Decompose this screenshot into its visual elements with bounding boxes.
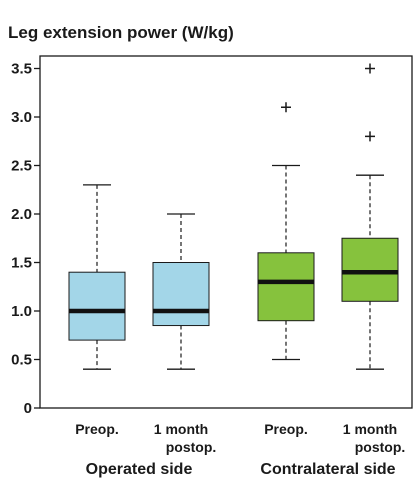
y-tick-label: 3.0 [11, 109, 32, 126]
outlier-point [281, 102, 291, 113]
box-4 [341, 63, 399, 370]
iqr-box [152, 262, 210, 327]
x-category-label: 1 month [343, 421, 397, 437]
iqr-box [341, 237, 399, 302]
iqr-box [257, 252, 315, 322]
x-category-label: postop. [355, 439, 406, 455]
chart-title: Leg extension power (W/kg) [8, 23, 234, 42]
iqr-box [68, 271, 126, 341]
plot-frame [39, 55, 413, 409]
box-series [68, 63, 399, 370]
x-axis-labels: Preop. 1 month postop. Preop. 1 month postop.… [75, 421, 405, 478]
x-category-label: 1 month [154, 421, 208, 437]
y-tick-label: 0.5 [11, 352, 32, 369]
box-1 [68, 184, 126, 370]
box-2 [152, 213, 210, 370]
group-label: Contralateral side [260, 461, 395, 478]
y-tick-label: 3.5 [11, 61, 32, 78]
group-label: Operated side [86, 461, 193, 478]
x-category-label: postop. [166, 439, 217, 455]
outlier-point [365, 131, 375, 142]
y-tick-label: 1.0 [11, 303, 32, 320]
x-category-label: Preop. [75, 421, 119, 437]
y-tick-label: 2.5 [11, 158, 32, 175]
y-axis: 0 0.5 1.0 1.5 2.0 2.5 3.0 3.5 [11, 61, 40, 417]
y-tick-label: 2.0 [11, 206, 32, 223]
x-category-label: Preop. [264, 421, 308, 437]
y-tick-label: 1.5 [11, 255, 32, 272]
box-3 [257, 102, 315, 361]
y-tick-label: 0 [24, 400, 32, 417]
outlier-point [365, 63, 375, 74]
